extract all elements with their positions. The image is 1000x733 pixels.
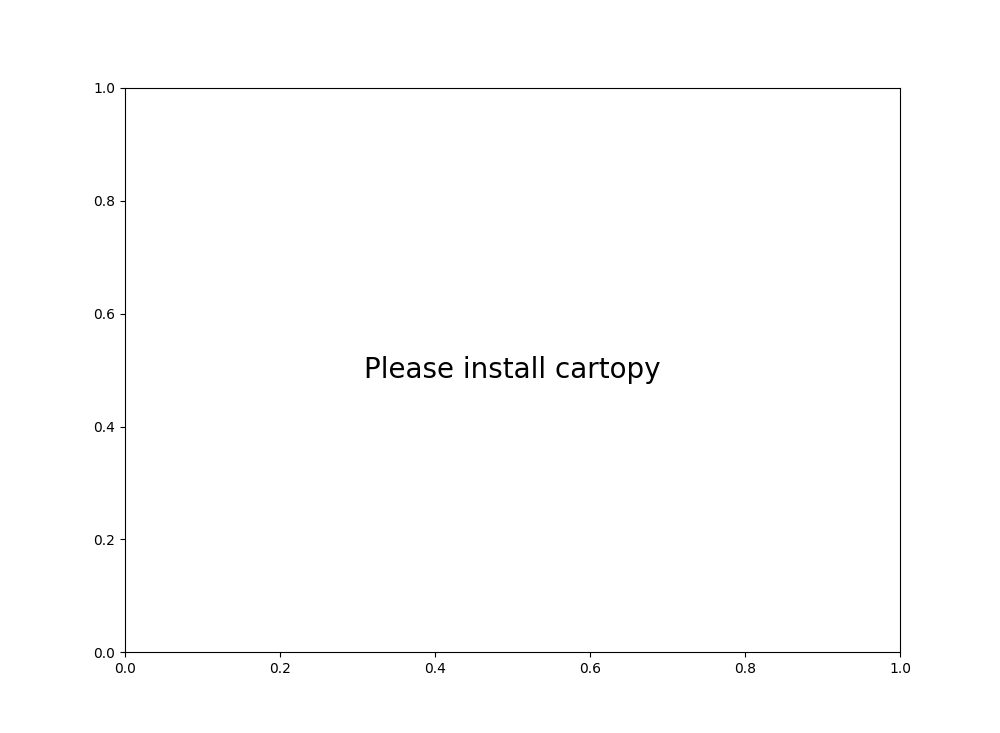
Text: Please install cartopy: Please install cartopy — [364, 356, 661, 384]
